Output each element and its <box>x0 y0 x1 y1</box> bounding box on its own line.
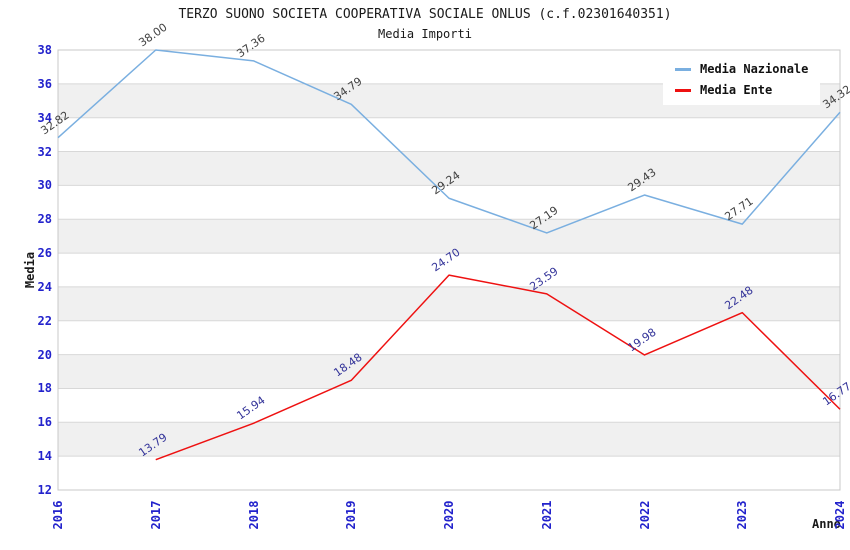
y-tick-label: 12 <box>37 483 52 497</box>
plot-band <box>58 354 840 389</box>
y-tick-label: 28 <box>37 212 52 227</box>
x-tick-label: 2016 <box>51 500 65 530</box>
plot-band <box>58 286 840 321</box>
x-tick-label: 2022 <box>637 500 652 530</box>
legend-label-media-nazionale: Media Nazionale <box>700 62 809 76</box>
legend-swatch-media-ente-icon <box>675 88 691 92</box>
y-tick-label: 18 <box>37 381 52 396</box>
series-line-media-nazionale <box>57 49 841 234</box>
legend-label-media-ente: Media Ente <box>700 83 773 97</box>
x-tick-label: 2020 <box>442 500 456 530</box>
plot-band <box>58 219 840 254</box>
x-tick-label: 2023 <box>735 500 750 530</box>
y-tick-label: 38 <box>37 43 52 57</box>
plot-band <box>58 422 840 457</box>
chart-subtitle: Media Importi <box>378 27 472 41</box>
y-tick-label: 24 <box>37 279 52 294</box>
x-tick-label: 2017 <box>148 500 163 530</box>
y-tick-label: 30 <box>37 178 52 193</box>
legend-item-media-nazionale: Media Nazionale <box>675 62 808 76</box>
x-tick-label: 2021 <box>539 500 554 530</box>
y-tick-label: 32 <box>37 144 52 159</box>
chart-title: TERZO SUONO SOCIETA COOPERATIVA SOCIALE … <box>178 7 672 22</box>
plot-border <box>57 49 841 491</box>
y-tick-label: 14 <box>37 449 52 464</box>
y-tick-label: 20 <box>37 347 52 362</box>
plot-band <box>58 151 840 186</box>
x-axis-label: Anno <box>812 517 841 531</box>
y-tick-label: 22 <box>37 313 52 328</box>
x-tick-label: 2024 <box>833 500 847 530</box>
y-tick-label: 34 <box>37 110 52 125</box>
y-tick-label: 36 <box>37 76 52 91</box>
legend: Media Nazionale Media Ente <box>663 55 821 105</box>
legend-swatch-media-nazionale-icon <box>675 67 691 71</box>
y-tick-label: 16 <box>37 415 52 430</box>
y-tick-label: 26 <box>37 246 52 261</box>
series-line-media-ente <box>155 274 841 461</box>
x-tick-label: 2019 <box>344 500 359 530</box>
x-tick-label: 2018 <box>246 500 261 530</box>
legend-item-media-ente: Media Ente <box>675 83 808 97</box>
